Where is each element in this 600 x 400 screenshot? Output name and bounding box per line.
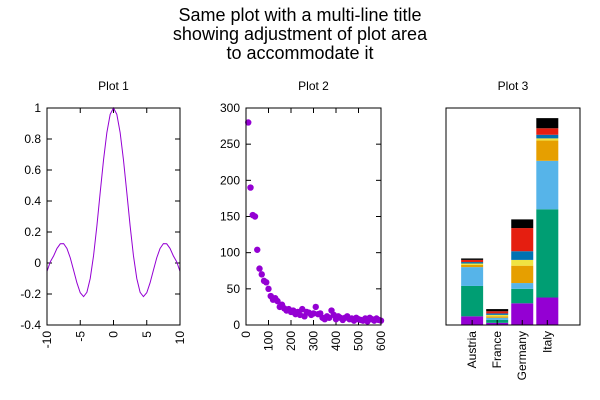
data-point xyxy=(254,246,261,253)
y-tick-label: 1 xyxy=(34,101,41,115)
plot-1: Plot 1 -0.4 -0.2 0 0.2 0.4 0.6 0.8 1 -10 -5 0 5 10 xyxy=(20,79,187,348)
x-tick-label: -10 xyxy=(40,331,54,349)
y-tick-label: 50 xyxy=(227,282,241,296)
bar-segment xyxy=(461,262,484,264)
bar-segment xyxy=(511,219,534,229)
data-point xyxy=(265,285,272,293)
plot-3-title: Plot 3 xyxy=(498,79,529,93)
data-point xyxy=(247,184,254,191)
bar-segment xyxy=(461,267,484,286)
category-label: Germany xyxy=(515,331,529,380)
x-tick-label: 10 xyxy=(173,331,187,345)
category-label: France xyxy=(490,331,504,369)
data-point xyxy=(258,271,265,278)
bar-segment xyxy=(536,138,559,141)
category-label: Italy xyxy=(540,331,554,353)
plot-1-title: Plot 1 xyxy=(98,79,129,93)
data-point xyxy=(245,119,252,126)
y-tick-label: -0.4 xyxy=(20,318,41,332)
bar-segment xyxy=(536,160,559,210)
bar-segment xyxy=(486,313,509,315)
x-tick-label: 500 xyxy=(352,331,366,351)
bar-segment xyxy=(536,118,559,129)
bar-segment xyxy=(486,309,509,312)
bar-segment xyxy=(511,283,534,289)
bar-segment xyxy=(486,317,509,320)
y-tick-label: 300 xyxy=(220,101,240,115)
bar-segment xyxy=(486,311,509,314)
x-tick-label: 200 xyxy=(284,331,298,351)
data-point xyxy=(312,303,319,311)
x-tick-label: 5 xyxy=(140,331,154,338)
bar-segment xyxy=(511,288,534,304)
x-tick-label: 300 xyxy=(307,331,321,351)
x-tick-label: 100 xyxy=(262,331,276,351)
x-tick-label: 400 xyxy=(329,331,343,351)
x-tick-label: -5 xyxy=(73,331,87,342)
bar-segment xyxy=(536,128,559,135)
y-tick-label: 0 xyxy=(34,256,41,270)
y-tick-label: 0 xyxy=(233,318,240,332)
plot-2-frame xyxy=(245,107,382,326)
main-title-line-2: showing adjustment of plot area xyxy=(172,24,428,44)
plot-1-frame xyxy=(46,107,181,326)
data-point xyxy=(263,279,270,286)
y-tick-label: -0.2 xyxy=(20,287,41,301)
x-tick-label: 600 xyxy=(374,331,388,351)
series-line-1 xyxy=(46,106,181,298)
y-tick-label: 0.4 xyxy=(24,194,41,208)
main-title: Same plot with a multi-line title showin… xyxy=(0,6,600,63)
main-title-line-3: to accommodate it xyxy=(226,43,374,63)
bar-segment xyxy=(536,140,559,161)
bar-segment xyxy=(461,258,484,260)
plot-2-title: Plot 2 xyxy=(298,79,329,93)
bar-segment xyxy=(461,259,484,263)
plot-2: Plot 2 0 50 100 150 200 250 300 0 100 200 300 400 500… xyxy=(220,79,388,351)
plot-3: Plot 3 Austria France Germany Italy xyxy=(445,79,581,380)
y-tick-label: 0.2 xyxy=(24,225,41,239)
bar-segment xyxy=(511,228,534,252)
bar-segment xyxy=(486,314,509,317)
y-tick-label: 0.6 xyxy=(24,163,41,177)
bar-segment xyxy=(461,263,484,265)
y-tick-label: 200 xyxy=(220,173,240,187)
bar-segment xyxy=(511,303,534,325)
category-label: Austria xyxy=(465,331,479,369)
x-tick-label: 0 xyxy=(239,331,253,338)
y-tick-label: 250 xyxy=(220,137,240,151)
main-title-line-1: Same plot with a multi-line title xyxy=(178,5,422,25)
bar-segment xyxy=(511,251,534,260)
bar-segment xyxy=(536,134,559,139)
data-point xyxy=(256,265,263,272)
bar-segment xyxy=(536,297,559,325)
plot-3-frame xyxy=(445,107,581,326)
bar-segment xyxy=(486,316,509,318)
bar-segment xyxy=(536,209,559,298)
data-point xyxy=(274,297,281,305)
y-tick-label: 150 xyxy=(220,210,240,224)
y-tick-label: 0.8 xyxy=(24,132,41,146)
x-tick-label: 0 xyxy=(107,331,121,338)
bar-segment xyxy=(461,285,484,317)
data-point xyxy=(251,213,259,220)
bar-segment xyxy=(511,265,534,284)
y-tick-label: 100 xyxy=(220,246,240,260)
bar-segment xyxy=(461,264,484,268)
bar-segment xyxy=(511,259,534,266)
